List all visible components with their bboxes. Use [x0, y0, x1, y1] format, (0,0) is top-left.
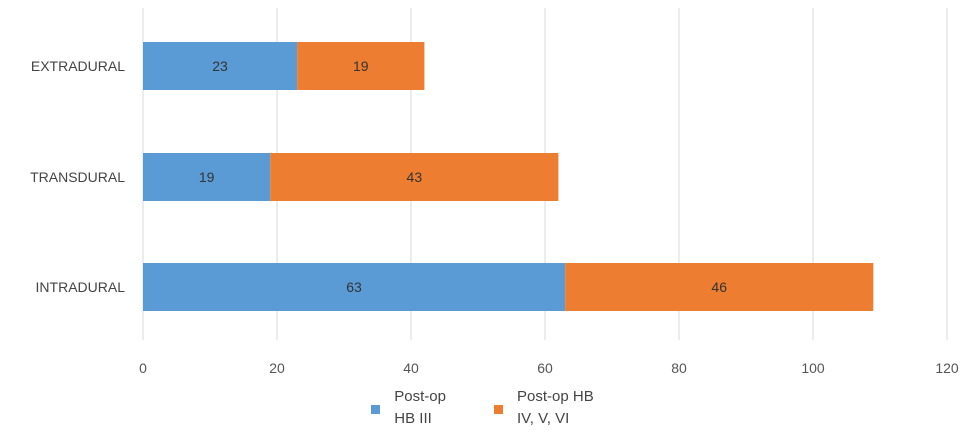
- x-tick-label: 40: [403, 360, 419, 376]
- data-label: 63: [346, 279, 362, 295]
- x-tick-label: 0: [139, 360, 147, 376]
- bar-segment: [297, 42, 425, 90]
- x-tick-label: 80: [671, 360, 687, 376]
- bar-segment: [270, 153, 559, 201]
- bars: 23 19 19 43 63 46: [143, 42, 874, 311]
- category-label: TRANSDURAL: [30, 169, 125, 185]
- data-label: 43: [407, 169, 423, 185]
- data-label: 23: [212, 58, 228, 74]
- legend-item-series-2: Post-op HB IV, V, VI: [494, 386, 594, 430]
- legend-label-series-2: Post-op HB IV, V, VI: [517, 388, 594, 427]
- category-labels: EXTRADURAL TRANSDURAL INTRADURAL: [30, 58, 125, 295]
- bar-segment: [565, 263, 874, 311]
- legend: Post-op HB III Post-op HB IV, V, VI: [0, 386, 965, 430]
- x-tick-label: 60: [537, 360, 553, 376]
- data-label: 46: [711, 279, 727, 295]
- legend-label-series-1: Post-op HB III: [394, 388, 446, 427]
- x-tick-label: 100: [801, 360, 825, 376]
- category-label: INTRADURAL: [36, 279, 126, 295]
- data-label: 19: [199, 169, 215, 185]
- data-label: 19: [353, 58, 369, 74]
- legend-swatch-series-2: [494, 405, 503, 414]
- x-tick-labels: 0 20 40 60 80 100 120: [139, 360, 959, 376]
- category-label: EXTRADURAL: [31, 58, 125, 74]
- bar-segment: [143, 153, 271, 201]
- x-tick-label: 20: [269, 360, 285, 376]
- bar-segment: [143, 263, 566, 311]
- x-tick-label: 120: [935, 360, 959, 376]
- bar-segment: [143, 42, 298, 90]
- legend-item-series-1: Post-op HB III: [371, 386, 446, 430]
- legend-swatch-series-1: [371, 405, 381, 414]
